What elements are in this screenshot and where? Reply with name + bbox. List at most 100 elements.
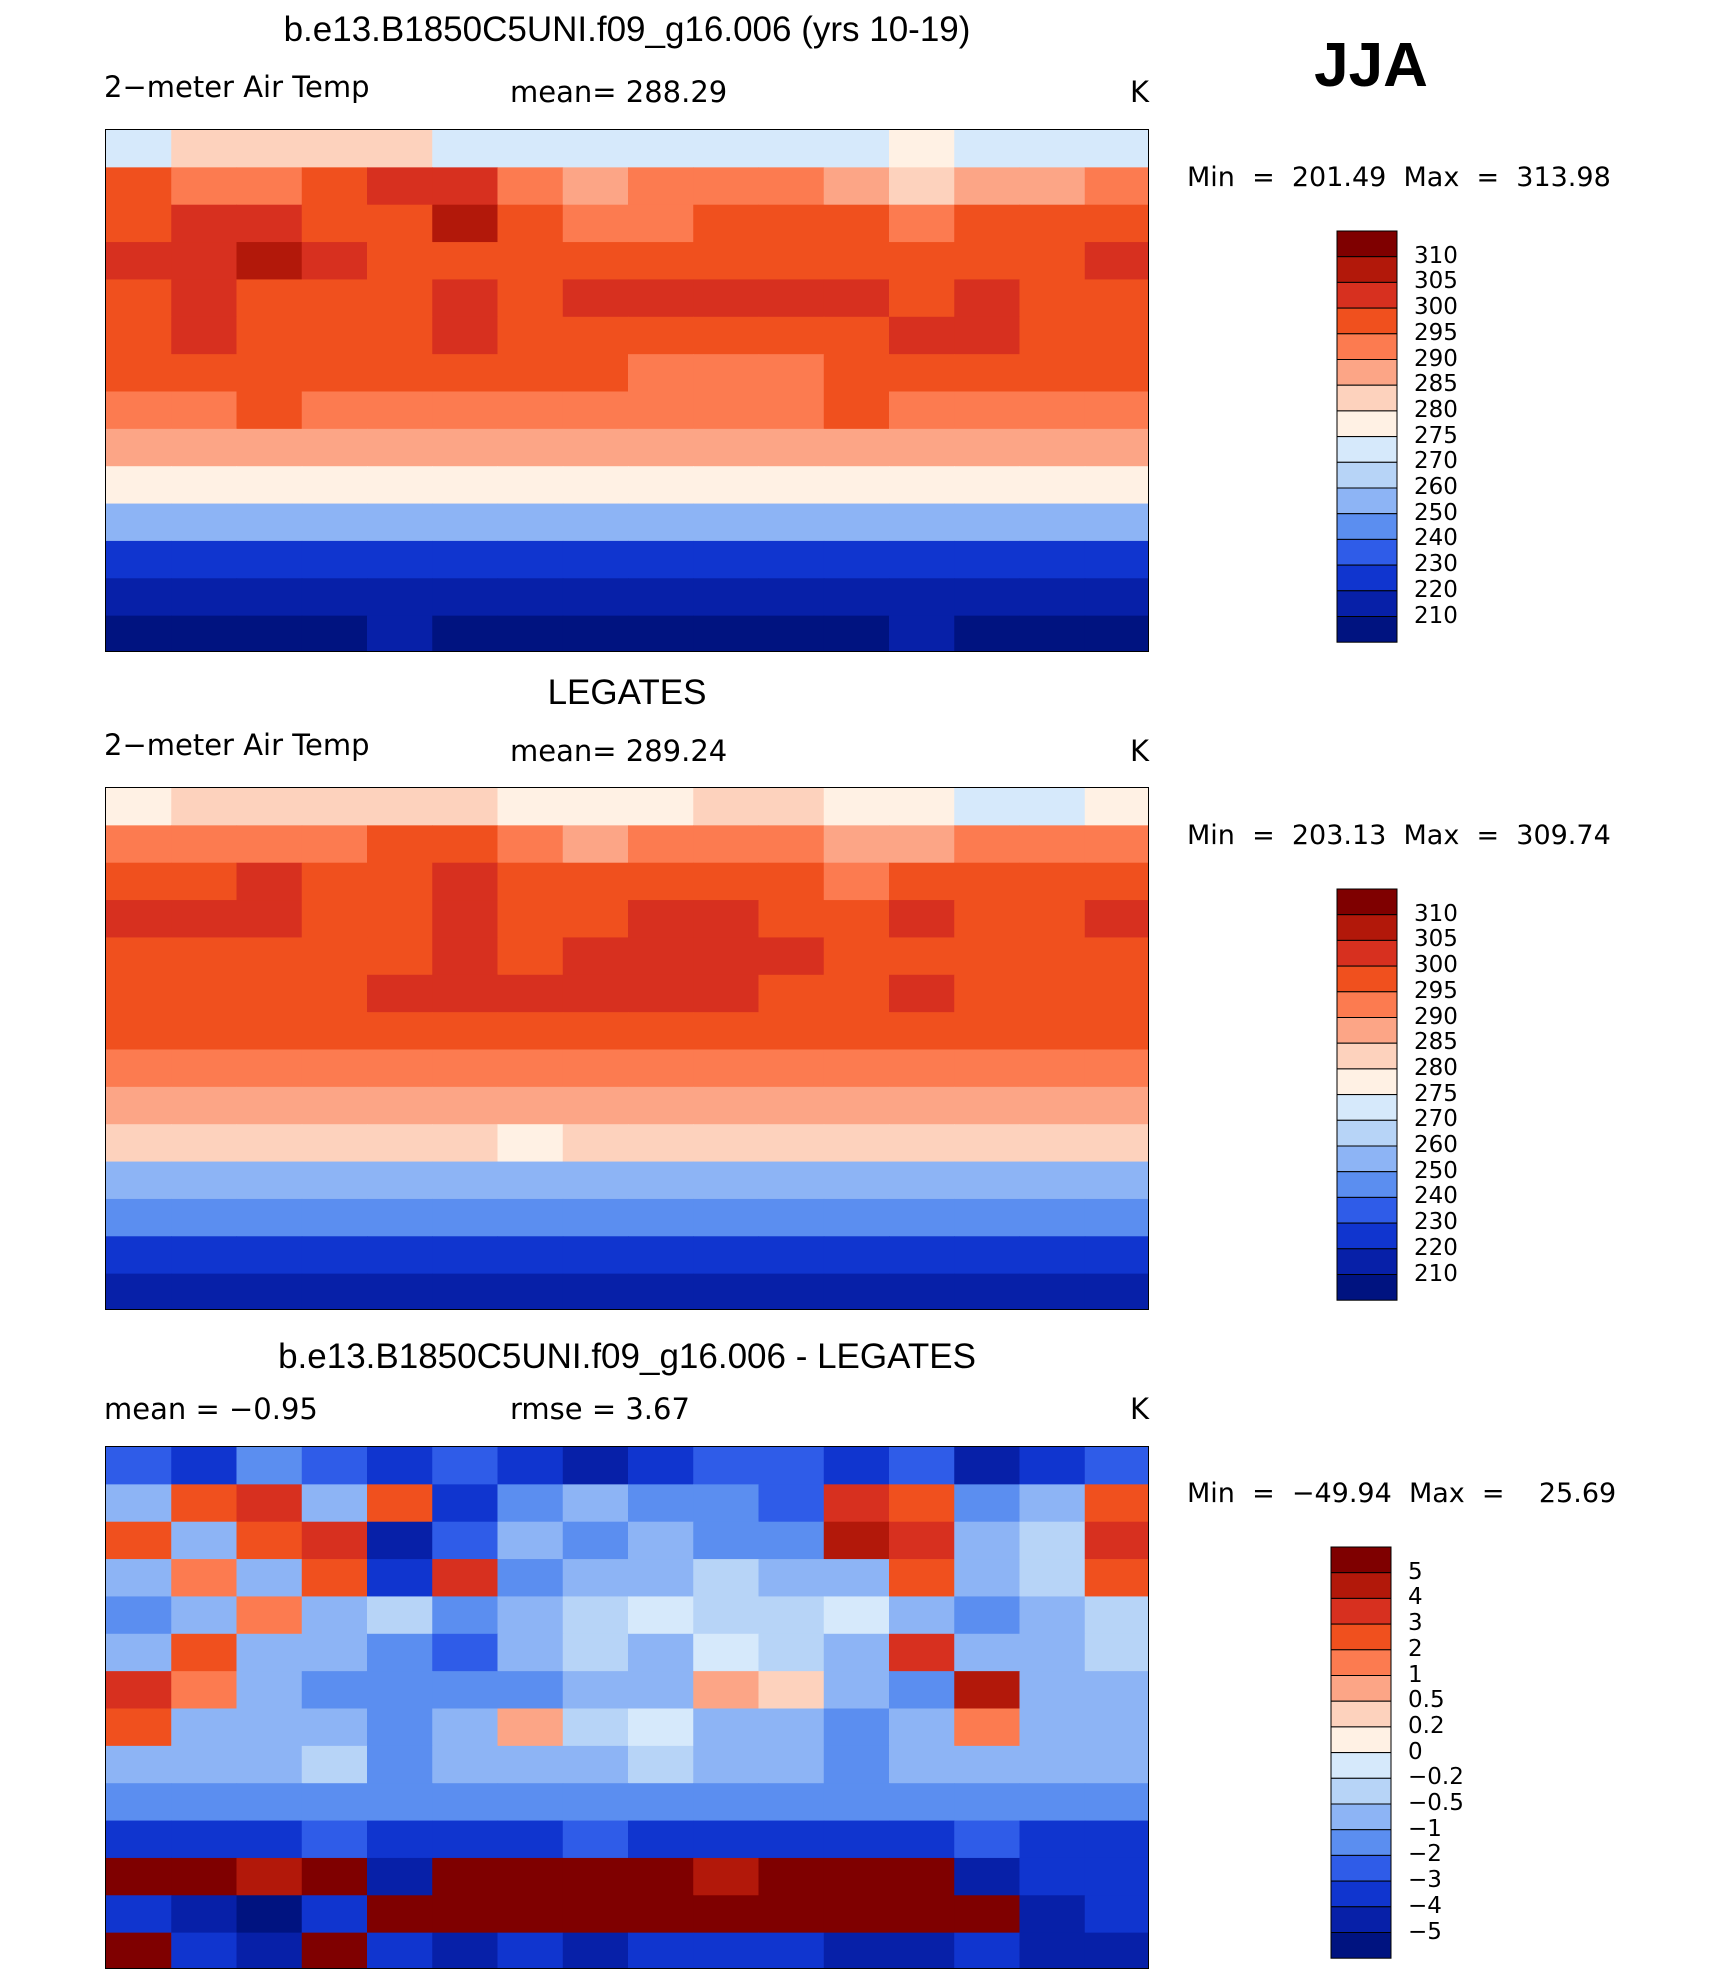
heatmap-cell	[823, 1198, 890, 1237]
heatmap-cell	[889, 242, 955, 281]
heatmap-cell	[562, 1012, 629, 1051]
heatmap-cell	[562, 615, 629, 651]
heatmap-cell	[758, 1895, 825, 1934]
heatmap-cell	[823, 1820, 890, 1859]
heatmap-cell	[1084, 242, 1148, 281]
heatmap-cell	[889, 862, 955, 901]
heatmap-cell	[432, 1049, 499, 1088]
heatmap-cell	[693, 788, 760, 826]
heatmap-cell	[758, 1820, 825, 1859]
heatmap-cell	[954, 937, 1021, 976]
heatmap-cell	[954, 1783, 1021, 1822]
heatmap-cell	[497, 1273, 564, 1309]
heatmap-cell	[562, 204, 629, 243]
heatmap-cell	[562, 503, 629, 542]
heatmap-cell	[1084, 1521, 1148, 1560]
heatmap-model	[106, 130, 1148, 651]
heatmap-cell	[889, 900, 955, 939]
heatmap-cell	[367, 242, 433, 281]
heatmap-cell	[1019, 130, 1086, 168]
heatmap-cell	[497, 1012, 564, 1051]
heatmap-cell	[301, 1671, 368, 1710]
heatmap-cell	[301, 1447, 368, 1485]
heatmap-cell	[497, 242, 564, 281]
heatmap-cell	[628, 1895, 694, 1934]
heatmap-cell	[1084, 1857, 1148, 1896]
heatmap-cell	[628, 1124, 694, 1163]
heatmap-cell	[758, 937, 825, 976]
heatmap-cell	[1084, 1012, 1148, 1051]
heatmap-cell	[628, 391, 694, 430]
heatmap-cell	[954, 1521, 1021, 1560]
heatmap-cell	[497, 1671, 564, 1710]
heatmap-cell	[432, 167, 499, 206]
heatmap-cell	[758, 503, 825, 542]
heatmap-cell	[432, 1596, 499, 1635]
colorbar-label: 285	[1414, 1029, 1458, 1056]
heatmap-cell	[367, 1895, 433, 1934]
heatmap-cell	[106, 1671, 172, 1710]
heatmap-cell	[106, 615, 172, 651]
heatmap-cell	[562, 391, 629, 430]
heatmap-cell	[236, 825, 303, 864]
heatmap-cell	[106, 825, 172, 864]
colorbar-label: −4	[1408, 1892, 1442, 1919]
heatmap-cell	[954, 428, 1021, 467]
heatmap-cell	[236, 1783, 303, 1822]
heatmap-cell	[1084, 466, 1148, 505]
heatmap-cell	[954, 1049, 1021, 1088]
colorbar-swatches	[1330, 1546, 1392, 1959]
heatmap-cell	[301, 540, 368, 579]
heatmap-cell	[497, 540, 564, 579]
heatmap-cell	[301, 503, 368, 542]
colorbar-label: 230	[1414, 551, 1458, 578]
heatmap-cell	[497, 466, 564, 505]
heatmap-cell	[954, 466, 1021, 505]
heatmap-cell	[171, 825, 238, 864]
heatmap-cell	[432, 1447, 499, 1485]
heatmap-cell	[171, 466, 238, 505]
heatmap-cell	[1019, 1671, 1086, 1710]
heatmap-cell	[628, 1820, 694, 1859]
heatmap-cell	[889, 1745, 955, 1784]
heatmap-cell	[171, 1484, 238, 1523]
heatmap-cell	[1084, 354, 1148, 393]
units-label-obs: K	[1130, 734, 1150, 768]
heatmap-cell	[106, 1820, 172, 1859]
minmax-label-diff: Min = −49.94 Max = 25.69	[1187, 1478, 1617, 1509]
heatmap-cell	[954, 1857, 1021, 1896]
minmax-label-obs: Min = 203.13 Max = 309.74	[1187, 820, 1611, 851]
heatmap-cell	[758, 428, 825, 467]
heatmap-cell	[1019, 1932, 1086, 1968]
heatmap-cell	[367, 503, 433, 542]
heatmap-cell	[954, 130, 1021, 168]
heatmap-cell	[497, 862, 564, 901]
heatmap-cell	[823, 1745, 890, 1784]
colorbar-swatch	[1336, 384, 1398, 412]
colorbar-swatch	[1330, 1777, 1392, 1805]
heatmap-cell	[562, 354, 629, 393]
heatmap-cell	[954, 1820, 1021, 1859]
heatmap-cell	[628, 242, 694, 281]
colorbar-swatch	[1336, 1094, 1398, 1121]
heatmap-cell	[432, 900, 499, 939]
colorbar-label: 210	[1414, 602, 1458, 629]
heatmap-cell	[954, 540, 1021, 579]
heatmap-cell	[1084, 1447, 1148, 1485]
heatmap-cell	[693, 1124, 760, 1163]
heatmap-cell	[628, 1198, 694, 1237]
heatmap-cell	[889, 1161, 955, 1200]
heatmap-cell	[236, 540, 303, 579]
heatmap-cell	[1019, 615, 1086, 651]
heatmap-cell	[367, 391, 433, 430]
colorbar-swatch	[1336, 1222, 1398, 1250]
heatmap-cell	[236, 1484, 303, 1523]
heatmap-cell	[106, 242, 172, 281]
heatmap-cell	[562, 862, 629, 901]
heatmap-cell	[758, 788, 825, 826]
heatmap-cell	[889, 1596, 955, 1635]
heatmap-cell	[954, 788, 1021, 826]
heatmap-cell	[628, 428, 694, 467]
heatmap-cell	[562, 540, 629, 579]
heatmap-cell	[171, 974, 238, 1013]
